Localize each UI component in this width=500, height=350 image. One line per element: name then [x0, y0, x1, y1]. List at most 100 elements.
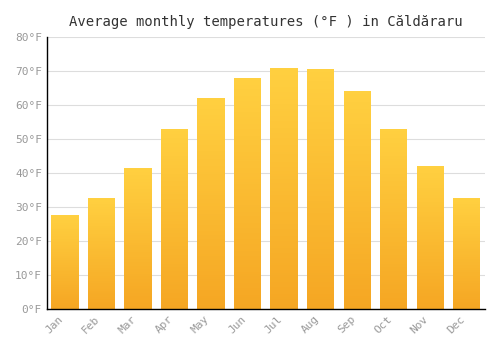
Bar: [270, 246, 298, 248]
Bar: [234, 135, 262, 138]
Bar: [307, 96, 334, 98]
Bar: [344, 154, 371, 157]
Bar: [161, 192, 188, 194]
Bar: [161, 129, 188, 131]
Bar: [161, 141, 188, 143]
Bar: [344, 105, 371, 107]
Bar: [380, 129, 407, 131]
Bar: [416, 256, 444, 257]
Bar: [198, 267, 225, 269]
Bar: [416, 272, 444, 273]
Bar: [270, 208, 298, 210]
Bar: [307, 196, 334, 199]
Bar: [453, 267, 480, 268]
Bar: [124, 220, 152, 222]
Bar: [344, 168, 371, 170]
Bar: [124, 299, 152, 300]
Bar: [416, 223, 444, 225]
Bar: [234, 295, 262, 297]
Bar: [234, 119, 262, 122]
Bar: [88, 281, 116, 282]
Bar: [88, 236, 116, 237]
Bar: [270, 301, 298, 304]
Bar: [234, 270, 262, 272]
Bar: [161, 132, 188, 134]
Bar: [88, 290, 116, 291]
Bar: [124, 258, 152, 259]
Bar: [88, 294, 116, 295]
Bar: [234, 177, 262, 180]
Bar: [380, 260, 407, 262]
Bar: [307, 287, 334, 289]
Bar: [234, 126, 262, 129]
Bar: [234, 159, 262, 161]
Bar: [88, 198, 116, 200]
Bar: [161, 217, 188, 219]
Bar: [234, 117, 262, 119]
Bar: [161, 211, 188, 214]
Bar: [198, 153, 225, 155]
Bar: [161, 249, 188, 251]
Bar: [453, 202, 480, 203]
Bar: [380, 179, 407, 181]
Bar: [453, 287, 480, 288]
Bar: [161, 210, 188, 211]
Bar: [416, 225, 444, 226]
Bar: [270, 159, 298, 162]
Bar: [161, 246, 188, 247]
Bar: [270, 280, 298, 282]
Bar: [270, 256, 298, 258]
Bar: [344, 181, 371, 183]
Bar: [198, 241, 225, 244]
Bar: [88, 226, 116, 227]
Bar: [270, 150, 298, 152]
Bar: [270, 147, 298, 150]
Bar: [52, 272, 79, 273]
Bar: [52, 287, 79, 288]
Bar: [307, 251, 334, 254]
Bar: [416, 229, 444, 230]
Bar: [416, 243, 444, 245]
Bar: [453, 198, 480, 200]
Bar: [307, 155, 334, 158]
Bar: [198, 151, 225, 153]
Bar: [161, 188, 188, 190]
Bar: [344, 116, 371, 118]
Bar: [380, 194, 407, 195]
Bar: [234, 101, 262, 103]
Bar: [88, 208, 116, 209]
Bar: [380, 257, 407, 258]
Bar: [234, 284, 262, 286]
Bar: [124, 179, 152, 181]
Bar: [344, 302, 371, 304]
Bar: [453, 217, 480, 218]
Bar: [380, 159, 407, 161]
Bar: [380, 168, 407, 170]
Bar: [307, 91, 334, 93]
Bar: [380, 244, 407, 246]
Bar: [344, 191, 371, 194]
Bar: [416, 188, 444, 189]
Bar: [198, 189, 225, 191]
Bar: [52, 250, 79, 251]
Bar: [270, 222, 298, 224]
Bar: [234, 138, 262, 140]
Bar: [124, 188, 152, 189]
Bar: [380, 300, 407, 302]
Bar: [416, 298, 444, 299]
Bar: [52, 273, 79, 274]
Bar: [88, 261, 116, 262]
Bar: [453, 222, 480, 223]
Bar: [453, 307, 480, 308]
Bar: [270, 145, 298, 147]
Bar: [234, 115, 262, 117]
Bar: [270, 152, 298, 154]
Bar: [344, 274, 371, 276]
Bar: [124, 272, 152, 273]
Bar: [344, 118, 371, 120]
Bar: [124, 192, 152, 193]
Bar: [453, 227, 480, 228]
Bar: [88, 201, 116, 202]
Bar: [88, 250, 116, 251]
Bar: [416, 293, 444, 294]
